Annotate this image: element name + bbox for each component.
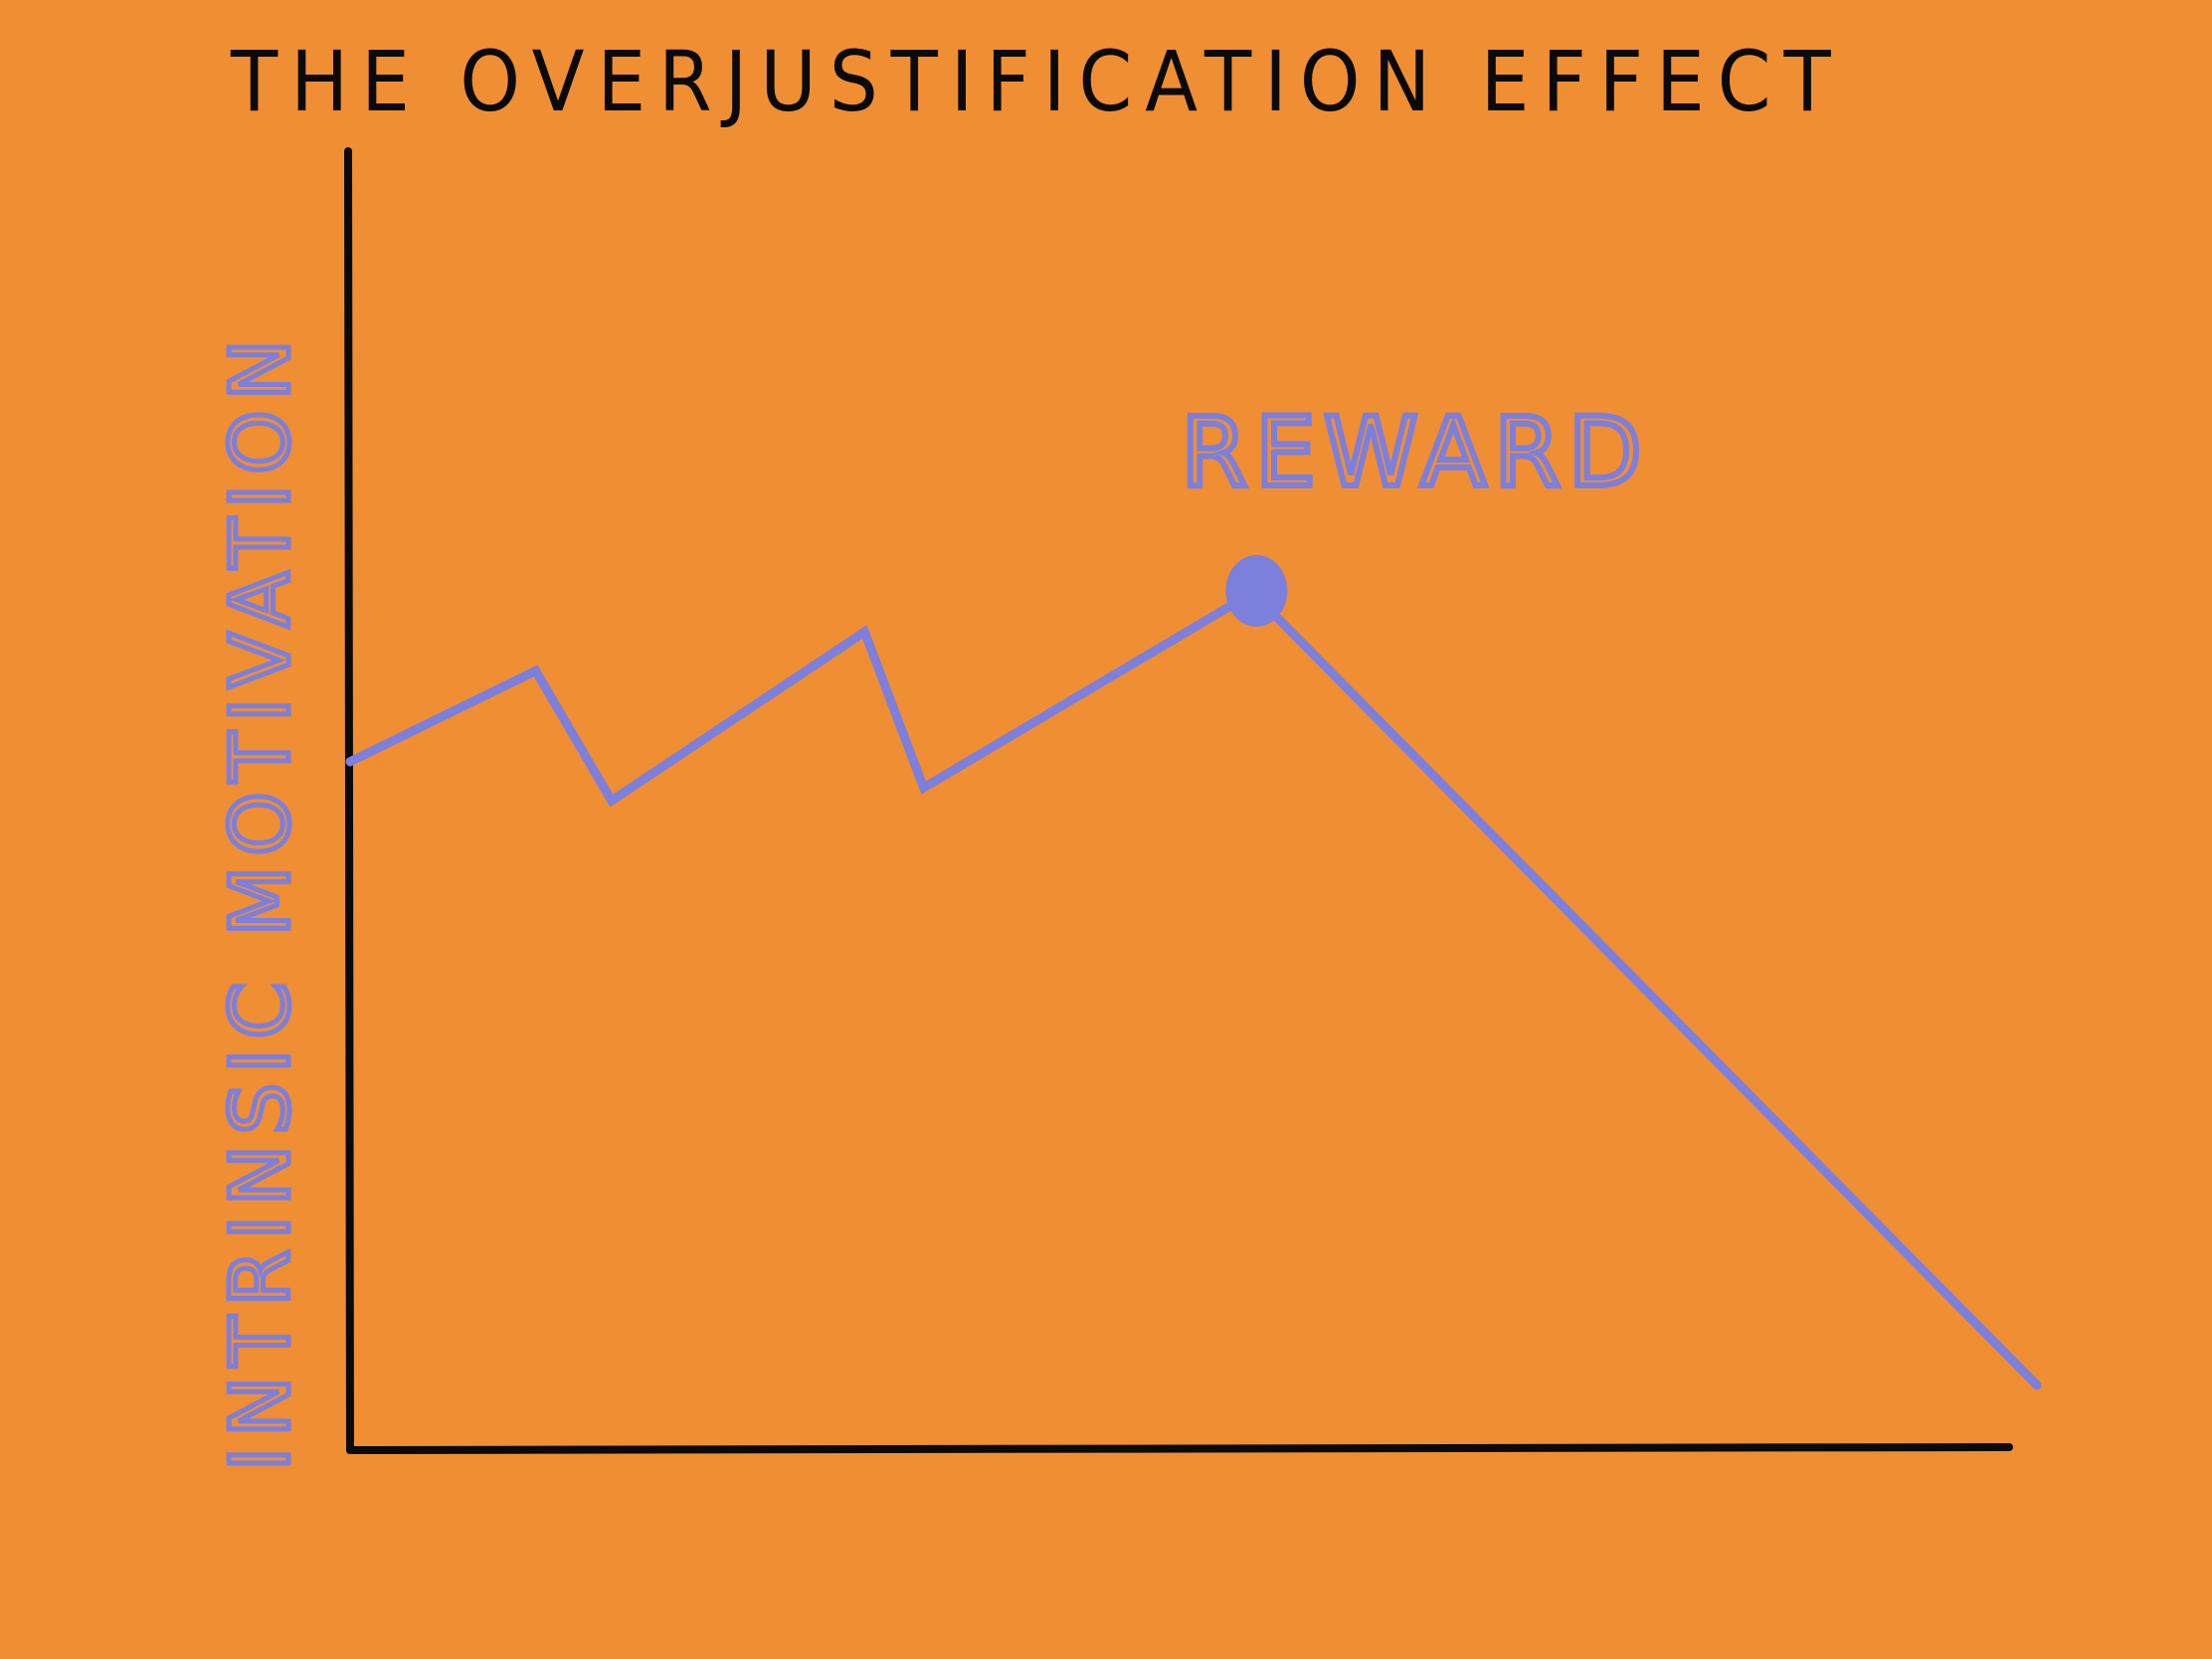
series-0-vertex-4 [919,783,929,793]
series-0-vertex-2 [607,796,617,806]
series-line-0 [345,587,2042,1390]
x-axis-line [346,1443,2013,1454]
y-axis-label: INTRINSIC MOTIVATION [214,329,308,1471]
annotation-group: REWARD [1178,394,1649,628]
series-0-vertex-3 [859,627,869,637]
series-0-vertex-6 [2032,1381,2042,1390]
series-0-vertex-1 [531,665,541,675]
reward-annotation-label: REWARD [1181,397,1649,508]
series-0-vertex-0 [345,757,355,767]
reward-marker-dot [1225,555,1288,628]
y-axis-line [344,147,354,1454]
series-group [345,587,2042,1390]
chart-title: THE OVERJUSTIFICATION EFFECT [231,33,1844,130]
